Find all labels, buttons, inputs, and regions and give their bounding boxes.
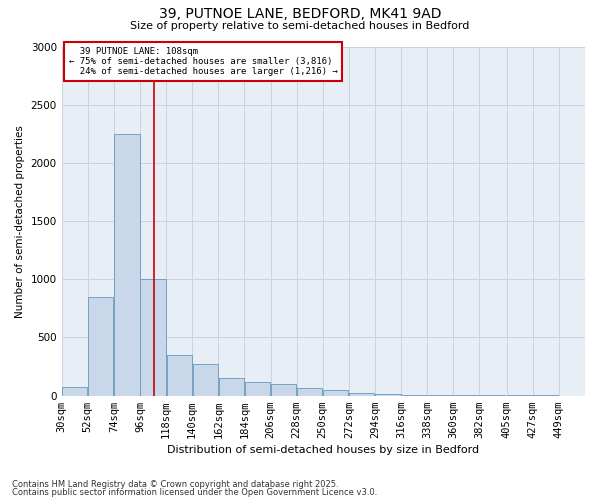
Text: Contains HM Land Registry data © Crown copyright and database right 2025.: Contains HM Land Registry data © Crown c…: [12, 480, 338, 489]
Text: Contains public sector information licensed under the Open Government Licence v3: Contains public sector information licen…: [12, 488, 377, 497]
Bar: [115, 134, 140, 396]
Bar: [297, 388, 322, 396]
Bar: [245, 382, 270, 396]
Text: 39, PUTNOE LANE, BEDFORD, MK41 9AD: 39, PUTNOE LANE, BEDFORD, MK41 9AD: [159, 8, 441, 22]
Text: 39 PUTNOE LANE: 108sqm
← 75% of semi-detached houses are smaller (3,816)
  24% o: 39 PUTNOE LANE: 108sqm ← 75% of semi-det…: [69, 46, 338, 76]
Bar: [167, 355, 192, 396]
Bar: [271, 384, 296, 396]
Bar: [193, 364, 218, 396]
Y-axis label: Number of semi-detached properties: Number of semi-detached properties: [15, 124, 25, 318]
Bar: [349, 394, 374, 396]
Bar: [219, 378, 244, 396]
Text: Size of property relative to semi-detached houses in Bedford: Size of property relative to semi-detach…: [130, 21, 470, 31]
Bar: [62, 387, 87, 396]
Bar: [507, 395, 532, 396]
Bar: [140, 280, 166, 396]
Bar: [323, 390, 349, 396]
X-axis label: Distribution of semi-detached houses by size in Bedford: Distribution of semi-detached houses by …: [167, 445, 479, 455]
Bar: [401, 395, 427, 396]
Bar: [376, 394, 401, 396]
Bar: [88, 297, 113, 396]
